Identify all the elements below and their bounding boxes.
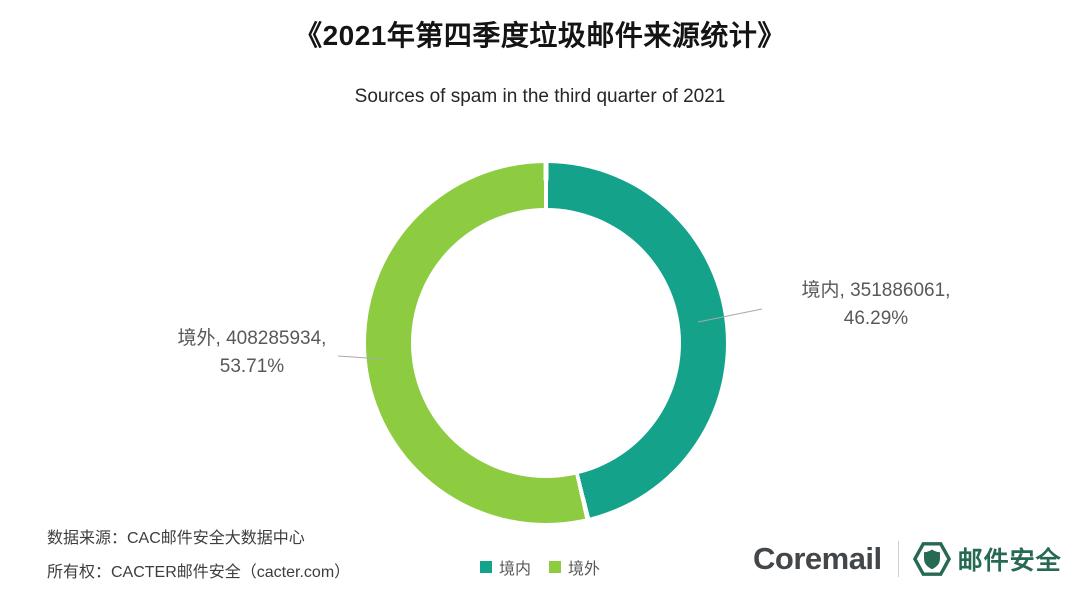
brand-product-name: 邮件安全: [957, 547, 1062, 575]
brand-divider: [897, 541, 899, 577]
chart-legend: 境内 境外: [0, 555, 1080, 579]
callout-foreign-line1: 境外, 408285934,: [177, 328, 327, 349]
legend-label-foreign: 境外: [568, 561, 601, 578]
callout-domestic-line1: 境内, 351886061,: [801, 280, 951, 301]
coremail-wordmark: Coremail: [753, 541, 882, 576]
data-source-note: 数据来源：CAC邮件安全大数据中心: [47, 530, 305, 547]
donut-hole: [411, 208, 681, 478]
legend-item-foreign: 境外: [549, 555, 600, 579]
callout-foreign: 境外, 408285934, 53.71%: [158, 325, 346, 381]
ownership-note: 所有权：CACTER邮件安全（cacter.com）: [47, 564, 351, 581]
page-title: 《2021年第四季度垃圾邮件来源统计》: [294, 20, 786, 51]
callout-domestic-line2: 46.29%: [843, 308, 909, 329]
hexagon-shield-icon: [912, 540, 951, 578]
legend-label-domestic: 境内: [498, 561, 531, 578]
callout-domestic: 境内, 351886061, 46.29%: [757, 277, 995, 333]
legend-swatch-foreign-icon: [549, 561, 561, 573]
legend-swatch-domestic-icon: [479, 561, 492, 573]
callout-foreign-line2: 53.71%: [219, 356, 285, 377]
legend-item-domestic: 境内: [479, 555, 531, 579]
brand-lockup: Coremail 邮件安全: [753, 540, 1062, 578]
chart-subtitle: Sources of spam in the third quarter of …: [354, 86, 726, 107]
